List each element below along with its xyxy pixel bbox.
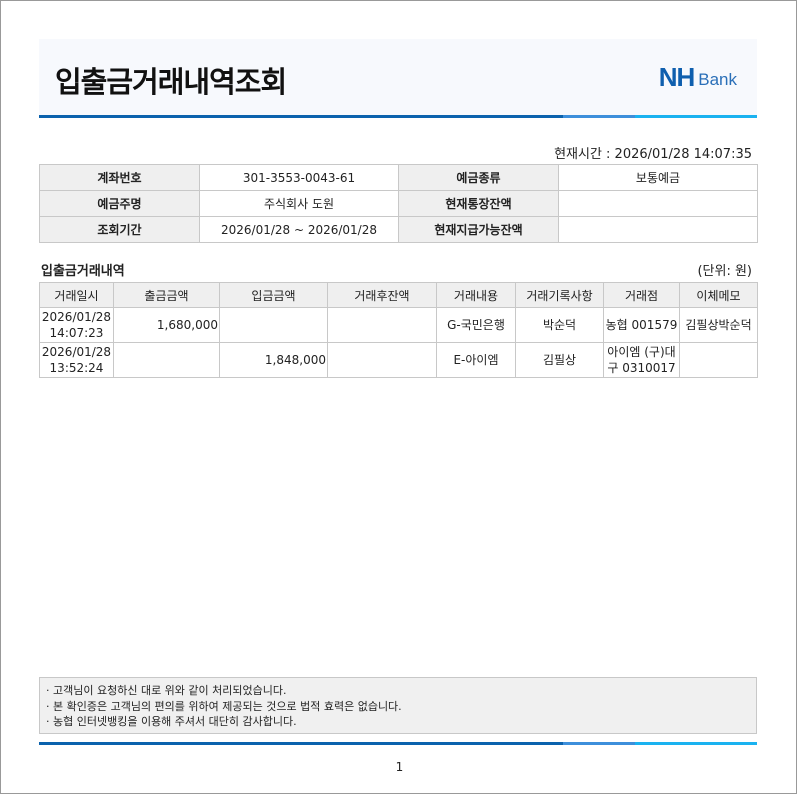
cell-content: G-국민은행 xyxy=(436,307,516,343)
info-label: 현재통장잔액 xyxy=(398,190,559,217)
info-value: 2026/01/28 ~ 2026/01/28 xyxy=(199,216,399,243)
cell-in xyxy=(219,307,328,343)
page-header: 입출금거래내역조회 NH Bank xyxy=(39,39,757,115)
transactions-table: 거래일시 출금금액 입금금액 거래후잔액 거래내용 거래기록사항 거래점 이체메모 2026/… xyxy=(39,282,758,378)
cell-date: 2026/01/28 xyxy=(41,345,112,359)
page-number: 1 xyxy=(395,760,404,774)
unit-label: (단위: 원) xyxy=(697,264,752,279)
cell-datetime: 2026/01/28 13:52:24 xyxy=(39,342,114,378)
info-value xyxy=(558,190,758,217)
column-header: 거래기록사항 xyxy=(515,282,604,308)
table-row: 2026/01/28 13:52:24 1,848,000 E-아이엠 김필상 아이엠 (… xyxy=(39,342,758,378)
note: · 본 확인증은 고객님의 편의를 위하여 제공되는 것으로 법적 효력은 없습… xyxy=(46,699,402,713)
cell-out: 1,680,000 xyxy=(113,307,220,343)
cell-record: 김필상 xyxy=(515,342,604,378)
column-header: 출금금액 xyxy=(113,282,220,308)
table-row: 2026/01/28 14:07:23 1,680,000 G-국민은행 박순덕 농협 0… xyxy=(39,307,758,343)
footer-divider xyxy=(39,742,757,745)
account-info-table: 계좌번호 301-3553-0043-61 예금종류 보통예금 예금주명 주식회사 도원 현… xyxy=(39,164,758,243)
cell-balance xyxy=(327,342,437,378)
cell-time: 14:07:23 xyxy=(49,326,104,340)
column-header: 거래점 xyxy=(603,282,680,308)
info-label: 조회기간 xyxy=(39,216,200,243)
info-row: 예금주명 주식회사 도원 현재통장잔액 xyxy=(39,190,758,217)
info-label: 계좌번호 xyxy=(39,164,200,191)
section-title: 입출금거래내역 xyxy=(41,264,125,279)
info-value xyxy=(558,216,758,243)
cell-balance xyxy=(327,307,437,343)
info-label: 현재지급가능잔액 xyxy=(398,216,559,243)
current-time: 현재시간 : 2026/01/28 14:07:35 xyxy=(554,147,752,162)
info-value: 보통예금 xyxy=(558,164,758,191)
info-value: 주식회사 도원 xyxy=(199,190,399,217)
column-header: 입금금액 xyxy=(219,282,328,308)
page-title: 입출금거래내역조회 xyxy=(55,65,287,99)
cell-record: 박순덕 xyxy=(515,307,604,343)
note: · 고객님이 요청하신 대로 위와 같이 처리되었습니다. xyxy=(46,684,287,697)
column-header: 거래내용 xyxy=(436,282,516,308)
cell-time: 13:52:24 xyxy=(49,361,104,375)
column-header: 거래일시 xyxy=(39,282,114,308)
info-label: 예금주명 xyxy=(39,190,200,217)
info-label: 예금종류 xyxy=(398,164,559,191)
header-divider xyxy=(39,115,757,118)
info-row: 계좌번호 301-3553-0043-61 예금종류 보통예금 xyxy=(39,164,758,191)
nh-bank-logo: NH Bank xyxy=(658,62,737,92)
cell-branch: 아이엠 (구)대구 0310017 xyxy=(603,342,680,378)
info-value: 301-3553-0043-61 xyxy=(199,164,399,191)
cell-memo xyxy=(679,342,758,378)
cell-memo: 김필상박순덕 xyxy=(679,307,758,343)
cell-content: E-아이엠 xyxy=(436,342,516,378)
note: · 농협 인터넷뱅킹을 이용해 주셔서 대단히 감사합니다. xyxy=(46,715,297,728)
cell-in: 1,848,000 xyxy=(219,342,328,378)
cell-datetime: 2026/01/28 14:07:23 xyxy=(39,307,114,343)
info-row: 조회기간 2026/01/28 ~ 2026/01/28 현재지급가능잔액 xyxy=(39,216,758,243)
column-header: 이체메모 xyxy=(679,282,758,308)
column-header: 거래후잔액 xyxy=(327,282,437,308)
cell-date: 2026/01/28 xyxy=(41,310,112,324)
notes-box: · 고객님이 요청하신 대로 위와 같이 처리되었습니다. · 본 확인증은 고… xyxy=(39,677,757,734)
cell-out xyxy=(113,342,220,378)
cell-branch: 농협 001579 xyxy=(603,307,680,343)
